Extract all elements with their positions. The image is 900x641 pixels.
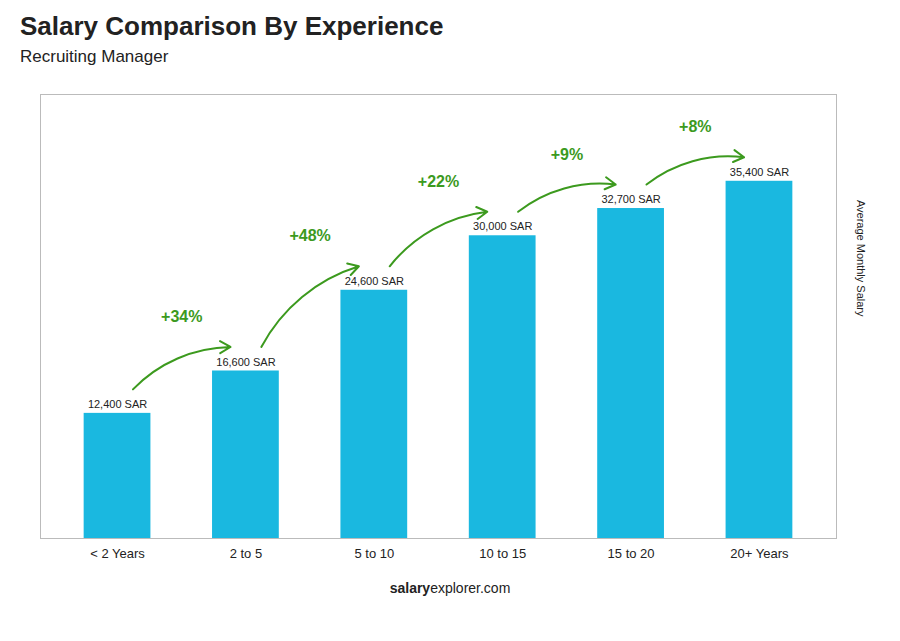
svg-text:35,400 SAR: 35,400 SAR: [730, 166, 789, 178]
svg-text:2 to 5: 2 to 5: [230, 546, 263, 561]
html-text:Salary Comparison By Experienc: Salary Comparison By Experience: [20, 11, 444, 41]
svg-text:+48%: +48%: [289, 227, 330, 244]
svg-text:+9%: +9%: [551, 146, 583, 163]
svg-text:10 to 15: 10 to 15: [479, 546, 526, 561]
svg-text:32,700 SAR: 32,700 SAR: [601, 193, 660, 205]
svg-text:30,000 SAR: 30,000 SAR: [473, 220, 532, 232]
svg-text:16,600 SAR: 16,600 SAR: [216, 356, 275, 368]
svg-text:12,400 SAR: 12,400 SAR: [88, 398, 147, 410]
html-text:Recruiting Manager: Recruiting Manager: [20, 47, 169, 66]
svg-text:+34%: +34%: [161, 308, 202, 325]
svg-text:20+ Years: 20+ Years: [730, 546, 789, 561]
svg-text:< 2 Years: < 2 Years: [90, 546, 145, 561]
svg-text:+8%: +8%: [679, 118, 711, 135]
svg-text:24,600 SAR: 24,600 SAR: [345, 275, 404, 287]
svg-text:+22%: +22%: [418, 173, 459, 190]
html-text:salary explorer.com: salary explorer.com: [389, 580, 511, 596]
svg-text:Average Monthly Salary: Average Monthly Salary: [855, 200, 867, 317]
svg-text:5 to 10: 5 to 10: [354, 546, 394, 561]
svg-text:15 to 20: 15 to 20: [608, 546, 655, 561]
